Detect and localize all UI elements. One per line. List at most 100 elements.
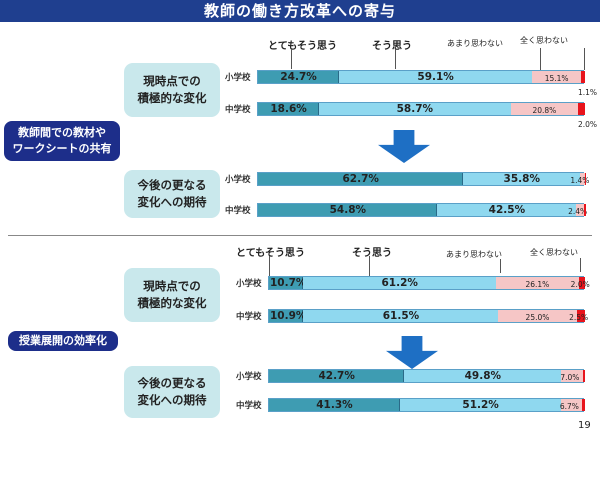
legend-leader-line [291, 49, 292, 69]
data-label-somewhat-disagree: 26.1% [525, 280, 550, 289]
category-label: 小学校 [225, 73, 251, 83]
down-arrow-icon [386, 336, 438, 369]
data-label-strongly-agree: 18.6% [270, 103, 307, 115]
bar-segment-strongly-agree [258, 204, 438, 216]
bar-segment-somewhat-disagree [532, 71, 582, 83]
bar-segment-strongly-disagree [578, 277, 585, 289]
group-label: 現時点での 積極的な変化 [124, 268, 220, 322]
data-label-strongly-agree: 10.9% [270, 310, 307, 322]
bar-segment-strongly-agree [269, 370, 404, 382]
stacked-bar: 54.8% 42.5% 2.4% [257, 203, 588, 217]
section-divider [8, 235, 592, 236]
legend-agree: そう思う [372, 41, 412, 52]
data-label-somewhat-disagree: 20.8% [532, 106, 557, 115]
stacked-bar: 42.7% 49.8% 7.0% [268, 369, 585, 383]
section-label: 教師間での教材や ワークシートの共有 [4, 121, 120, 161]
bar-segment-strongly-disagree [582, 399, 585, 411]
bar-segment-somewhat-disagree [561, 370, 584, 382]
bar-segment-strongly-agree [269, 399, 400, 411]
bar-segment-strongly-agree [258, 103, 319, 115]
data-label-agree: 59.1% [417, 71, 454, 83]
legend-strongly-agree: とてもそう思う [236, 248, 305, 259]
legend-leader-line [584, 48, 585, 70]
legend-somewhat-disagree: あまり思わない [446, 250, 502, 259]
category-label: 小学校 [225, 175, 251, 185]
data-label-agree: 61.2% [381, 277, 418, 289]
stacked-bar: 18.6% 58.7% 20.8% [257, 102, 585, 116]
group-label: 今後の更なる 変化への期待 [124, 170, 220, 218]
bar-segment-strongly-agree [258, 173, 464, 185]
legend-leader-line [500, 259, 501, 273]
data-label-strongly-disagree: 2.0% [570, 280, 590, 289]
bar-segment-strongly-disagree [584, 173, 587, 185]
category-label: 小学校 [236, 372, 262, 382]
category-label: 中学校 [225, 206, 251, 216]
bar-segment-agree [403, 370, 562, 382]
data-label-strongly-disagree: 2.5% [569, 313, 589, 322]
bar-segment-agree [463, 173, 581, 185]
bar-segment-strongly-agree [269, 277, 303, 289]
bar-segment-strongly-disagree [584, 204, 586, 216]
data-label-strongly-agree: 24.7% [280, 71, 317, 83]
bar-segment-agree [318, 103, 511, 115]
bar-segment-somewhat-disagree [561, 399, 583, 411]
bar-segment-somewhat-disagree [580, 173, 585, 185]
stacked-bar: 24.7% 59.1% 15.1% [257, 70, 585, 84]
legend-leader-line [395, 49, 396, 69]
legend-leader-line [580, 258, 581, 272]
stacked-bar: 62.7% 35.8% 1.4% [257, 172, 589, 186]
stacked-bar: 10.7% 61.2% 26.1% 2.0% [268, 276, 590, 290]
data-label-strongly-disagree: 2.0% [578, 120, 598, 129]
stacked-bar: 10.9% 61.5% 25.0% 2.5% [268, 309, 588, 323]
bar-segment-strongly-disagree [578, 103, 585, 115]
legend-strongly-disagree: 全く思わない [530, 248, 578, 257]
data-label-somewhat-disagree: 6.7% [559, 402, 579, 411]
data-label-somewhat-disagree: 2.4% [568, 207, 588, 216]
bar-segment-agree [302, 277, 497, 289]
page-title: 教師の働き方改革への寄与 [0, 0, 600, 22]
category-label: 中学校 [225, 105, 251, 115]
data-label-somewhat-disagree: 15.1% [544, 74, 569, 83]
legend-strongly-disagree: 全く思わない [520, 36, 568, 45]
data-label-strongly-agree: 62.7% [342, 173, 379, 185]
bar-segment-strongly-agree [269, 310, 304, 322]
bar-segment-agree [399, 399, 562, 411]
bar-segment-strongly-disagree [581, 71, 585, 83]
page-number: 19 [578, 420, 591, 431]
legend-leader-line [369, 256, 370, 276]
data-label-strongly-agree: 42.7% [318, 370, 355, 382]
data-label-agree: 51.2% [462, 399, 499, 411]
legend-somewhat-disagree: あまり思わない [447, 39, 503, 48]
down-arrow-icon [378, 130, 430, 163]
data-label-strongly-agree: 41.3% [316, 399, 353, 411]
bar-segment-strongly-disagree [583, 370, 585, 382]
bar-segment-strongly-agree [258, 71, 339, 83]
legend-leader-line [540, 48, 541, 70]
bar-segment-somewhat-disagree [496, 277, 579, 289]
bar-segment-agree [303, 310, 498, 322]
data-label-agree: 42.5% [488, 204, 526, 216]
category-label: 小学校 [236, 279, 262, 289]
section-label: 授業展開の効率化 [8, 331, 118, 351]
legend-agree: そう思う [352, 248, 392, 259]
bar-segment-somewhat-disagree [510, 103, 579, 115]
data-label-strongly-agree: 10.7% [270, 277, 307, 289]
data-label-strongly-agree: 54.8% [329, 204, 367, 216]
legend-strongly-agree: とてもそう思う [268, 41, 337, 52]
stacked-bar: 41.3% 51.2% 6.7% [268, 398, 585, 412]
category-label: 中学校 [236, 401, 262, 411]
bar-segment-agree [338, 71, 533, 83]
bar-segment-agree [437, 204, 577, 216]
category-label: 中学校 [236, 312, 262, 322]
data-label-agree: 49.8% [464, 370, 502, 382]
bar-segment-somewhat-disagree [576, 204, 584, 216]
data-label-somewhat-disagree: 1.4% [570, 176, 590, 185]
bar-segment-somewhat-disagree [498, 310, 578, 322]
data-label-agree: 61.5% [382, 310, 420, 322]
data-label-agree: 58.7% [396, 103, 434, 115]
data-label-strongly-disagree: 1.1% [578, 88, 598, 97]
bar-segment-strongly-disagree [577, 310, 585, 322]
data-label-somewhat-disagree: 7.0% [560, 373, 580, 382]
group-label: 今後の更なる 変化への期待 [124, 366, 220, 418]
legend-leader-line [269, 256, 270, 276]
